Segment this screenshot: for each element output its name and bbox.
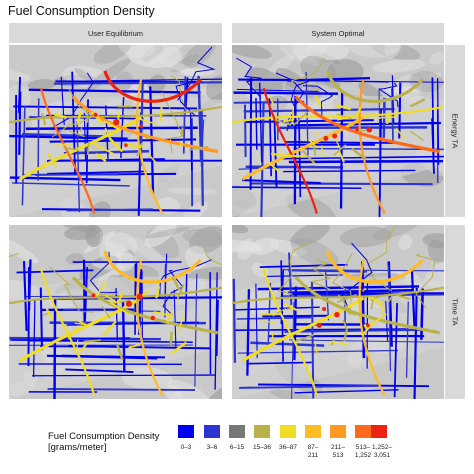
column-strip-system-optimal: System Optimal bbox=[232, 23, 444, 43]
legend-key-2 bbox=[204, 425, 220, 438]
legend-key-3 bbox=[229, 425, 245, 438]
legend-label-2: 3–6 bbox=[206, 444, 218, 451]
legend-key-1 bbox=[178, 425, 194, 438]
legend-label-7: 211– 513 bbox=[331, 444, 345, 459]
legend-key-9 bbox=[371, 425, 387, 438]
legend-key-5 bbox=[280, 425, 296, 438]
column-strip-user-equilibrium: User Equilibrium bbox=[9, 23, 222, 43]
legend-key-4 bbox=[254, 425, 270, 438]
legend-label-5: 36–87 bbox=[278, 444, 298, 451]
road-network-map bbox=[232, 45, 444, 217]
legend-label-6: 87– 211 bbox=[307, 444, 319, 459]
figure-title: Fuel Consumption Density bbox=[8, 4, 155, 18]
legend-key-6 bbox=[305, 425, 321, 438]
map-panel-so-energy bbox=[232, 45, 444, 217]
legend-title: Fuel Consumption Density [grams/meter] bbox=[48, 431, 159, 453]
road-network-map bbox=[9, 225, 222, 399]
legend-label-8: 513– 1,252 bbox=[354, 444, 372, 459]
road-network-map bbox=[232, 225, 444, 399]
legend-key-7 bbox=[330, 425, 346, 438]
row-strip-time-ta: Time TA bbox=[445, 225, 465, 399]
road-network-map bbox=[9, 45, 222, 217]
row-strip-energy-ta: Energy TA bbox=[445, 45, 465, 217]
legend-label-3: 6–15 bbox=[229, 444, 245, 451]
legend-title-units: [grams/meter] bbox=[48, 442, 107, 453]
legend-label-4: 15–36 bbox=[252, 444, 272, 451]
legend-key-8 bbox=[355, 425, 371, 438]
map-panel-so-time bbox=[232, 225, 444, 399]
legend-label-9: 1,252– 3,051 bbox=[372, 444, 392, 459]
legend-label-1: 0–3 bbox=[180, 444, 192, 451]
row-label-time-ta: Time TA bbox=[450, 298, 460, 326]
map-panel-ue-time bbox=[9, 225, 222, 399]
map-panel-ue-energy bbox=[9, 45, 222, 217]
legend-title-line1: Fuel Consumption Density bbox=[48, 431, 160, 442]
row-label-energy-ta: Energy TA bbox=[450, 113, 460, 149]
